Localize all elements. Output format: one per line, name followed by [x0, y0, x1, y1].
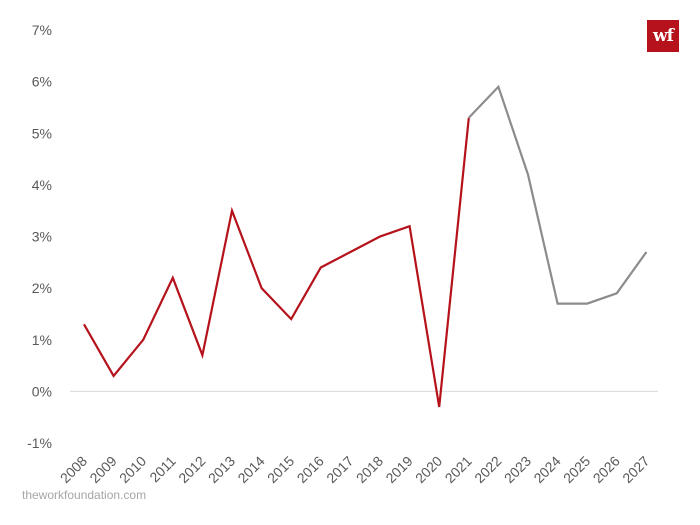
source-credit: theworkfoundation.com	[22, 488, 147, 502]
x-tick-label: 2020	[412, 453, 445, 486]
x-tick-label: 2017	[323, 453, 356, 486]
y-tick-label: 7%	[32, 22, 52, 38]
x-tick-label: 2008	[57, 453, 90, 486]
x-tick-label: 2023	[501, 453, 534, 486]
x-tick-label: 2025	[560, 453, 593, 486]
y-tick-label: 1%	[32, 332, 52, 348]
x-tick-label: 2011	[146, 453, 179, 486]
y-axis: -1% 0% 1% 2% 3% 4% 5% 6% 7%	[27, 22, 52, 451]
x-tick-label: 2016	[294, 453, 327, 486]
y-tick-label: -1%	[27, 435, 52, 451]
x-tick-label: 2022	[471, 453, 504, 486]
x-tick-label: 2027	[619, 453, 652, 486]
x-tick-label: 2015	[264, 453, 297, 486]
x-tick-label: 2021	[442, 453, 475, 486]
x-tick-label: 2018	[353, 453, 386, 486]
y-tick-label: 4%	[32, 177, 52, 193]
y-tick-label: 6%	[32, 74, 52, 90]
x-tick-label: 2009	[86, 453, 119, 486]
x-tick-label: 2014	[234, 453, 267, 486]
x-tick-label: 2010	[116, 453, 149, 486]
y-tick-label: 2%	[32, 280, 52, 296]
logo-text: wf	[653, 26, 674, 46]
work-foundation-logo: wf	[647, 20, 679, 52]
y-tick-label: 0%	[32, 383, 52, 399]
x-tick-label: 2012	[175, 453, 208, 486]
series-line-actual	[83, 117, 470, 408]
x-tick-label: 2019	[382, 453, 415, 486]
x-tick-label: 2013	[205, 453, 238, 486]
y-tick-label: 3%	[32, 229, 52, 245]
x-tick-label: 2024	[530, 453, 563, 486]
series-line-forecast	[468, 84, 648, 305]
x-axis: 2008200920102011201220132014201520162017…	[57, 453, 653, 486]
x-tick-label: 2026	[590, 453, 623, 486]
series-group	[83, 84, 648, 408]
y-tick-label: 5%	[32, 125, 52, 141]
